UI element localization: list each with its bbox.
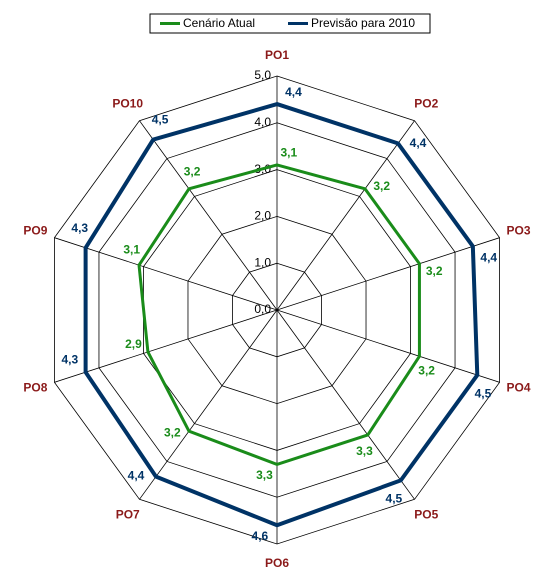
category-label: PO9: [23, 224, 47, 238]
tick-label: 2,0: [254, 209, 271, 223]
category-label: PO5: [414, 508, 438, 522]
spoke: [276, 309, 415, 500]
spoke: [139, 120, 278, 311]
series-line: [83, 101, 480, 528]
value-label: 4,3: [71, 221, 88, 235]
value-label: 4,6: [252, 529, 269, 543]
value-label: 4,5: [386, 492, 403, 506]
tick-label: 0,0: [254, 302, 271, 316]
category-label: PO2: [414, 97, 438, 111]
value-label: 4,3: [61, 353, 78, 367]
category-label: PO10: [112, 97, 143, 111]
category-label: PO8: [23, 381, 47, 395]
value-label: 3,1: [280, 146, 297, 160]
spoke: [54, 237, 278, 311]
value-label: 4,4: [285, 85, 302, 99]
value-label: 3,2: [426, 264, 443, 278]
value-label: 4,5: [152, 113, 169, 127]
value-label: 4,4: [128, 468, 145, 482]
spoke: [54, 309, 278, 383]
tick-label: 5,0: [254, 68, 271, 82]
value-label: 3,2: [164, 426, 181, 440]
series-line: [137, 163, 421, 467]
tick-label: 4,0: [254, 115, 271, 129]
value-label: 3,3: [256, 468, 273, 482]
value-label: 3,3: [356, 444, 373, 458]
value-label: 3,2: [373, 179, 390, 193]
value-label: 3,2: [184, 165, 201, 179]
value-label: 4,4: [480, 251, 497, 265]
category-label: PO1: [265, 48, 289, 62]
spoke: [276, 237, 500, 311]
legend-label: Previsão para 2010: [311, 16, 415, 30]
value-label: 4,5: [475, 387, 492, 401]
category-label: PO6: [265, 556, 289, 570]
value-label: 2,9: [125, 337, 142, 351]
value-label: 3,2: [418, 364, 435, 378]
value-label: 3,1: [123, 243, 140, 257]
value-label: 4,4: [410, 136, 427, 150]
tick-label: 1,0: [254, 255, 271, 269]
category-label: PO4: [507, 381, 531, 395]
category-label: PO3: [507, 224, 531, 238]
legend-label: Cenário Atual: [183, 16, 255, 30]
spoke: [276, 309, 500, 383]
spoke: [276, 120, 415, 311]
category-label: PO7: [116, 508, 140, 522]
spoke: [139, 309, 278, 500]
